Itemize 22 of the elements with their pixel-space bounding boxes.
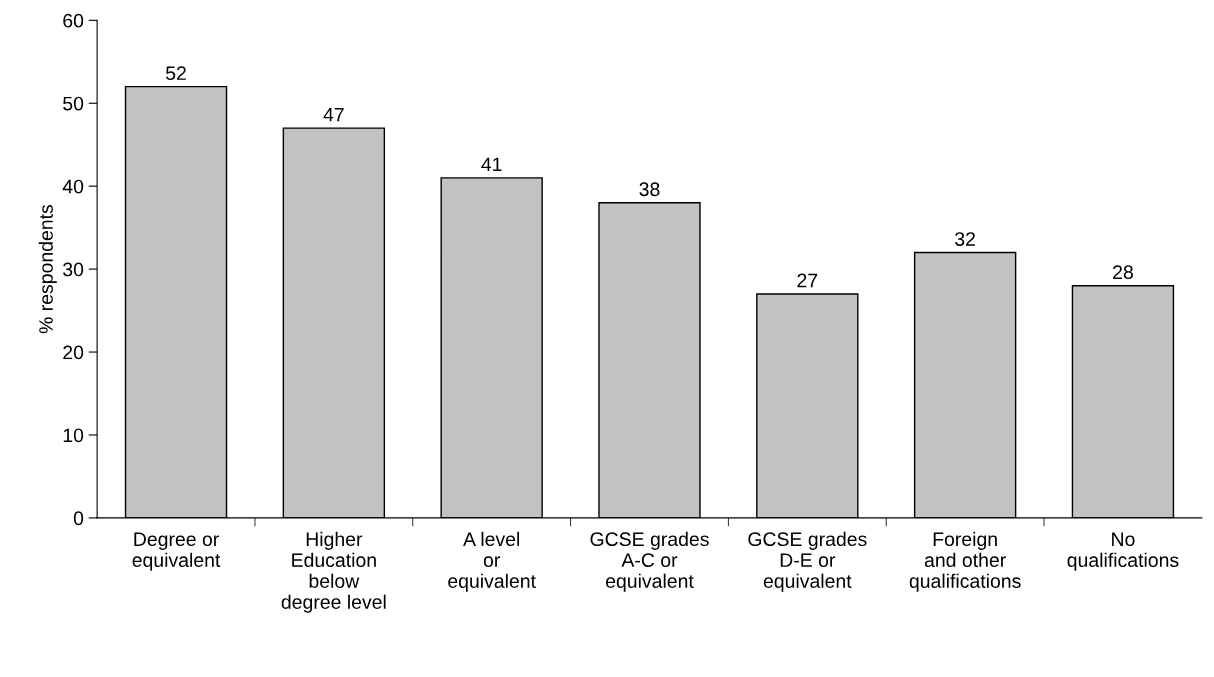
y-tick-label: 60	[63, 13, 84, 28]
x-tick-label: GCSE grades A-C or equivalent	[590, 531, 709, 592]
data-label: 32	[955, 232, 975, 246]
x-tick-label: A level or equivalent	[448, 531, 536, 592]
y-tick-label: 40	[62, 179, 84, 194]
data-label: 27	[797, 273, 818, 288]
x-tick-label: Higher Education below degree level	[281, 531, 386, 613]
y-axis-title: % respondents	[38, 204, 57, 334]
data-label: 28	[1113, 265, 1133, 280]
x-tick-label: Foreign and other qualifications	[909, 531, 1021, 592]
y-tick-label: 30	[63, 262, 84, 277]
x-tick-label: No qualifications	[1067, 532, 1179, 571]
y-tick-label: 50	[63, 96, 84, 111]
y-tick-label: 10	[63, 428, 84, 443]
y-tick-label: 0	[73, 511, 84, 526]
x-tick-label: GCSE grades D-E or equivalent	[748, 531, 867, 592]
data-label: 52	[165, 66, 186, 81]
data-label: 41	[481, 157, 502, 172]
y-tick-label: 20	[63, 345, 84, 360]
x-tick-label: Degree or equivalent	[132, 532, 221, 571]
data-label: 38	[639, 182, 660, 197]
data-label: 47	[323, 107, 344, 122]
